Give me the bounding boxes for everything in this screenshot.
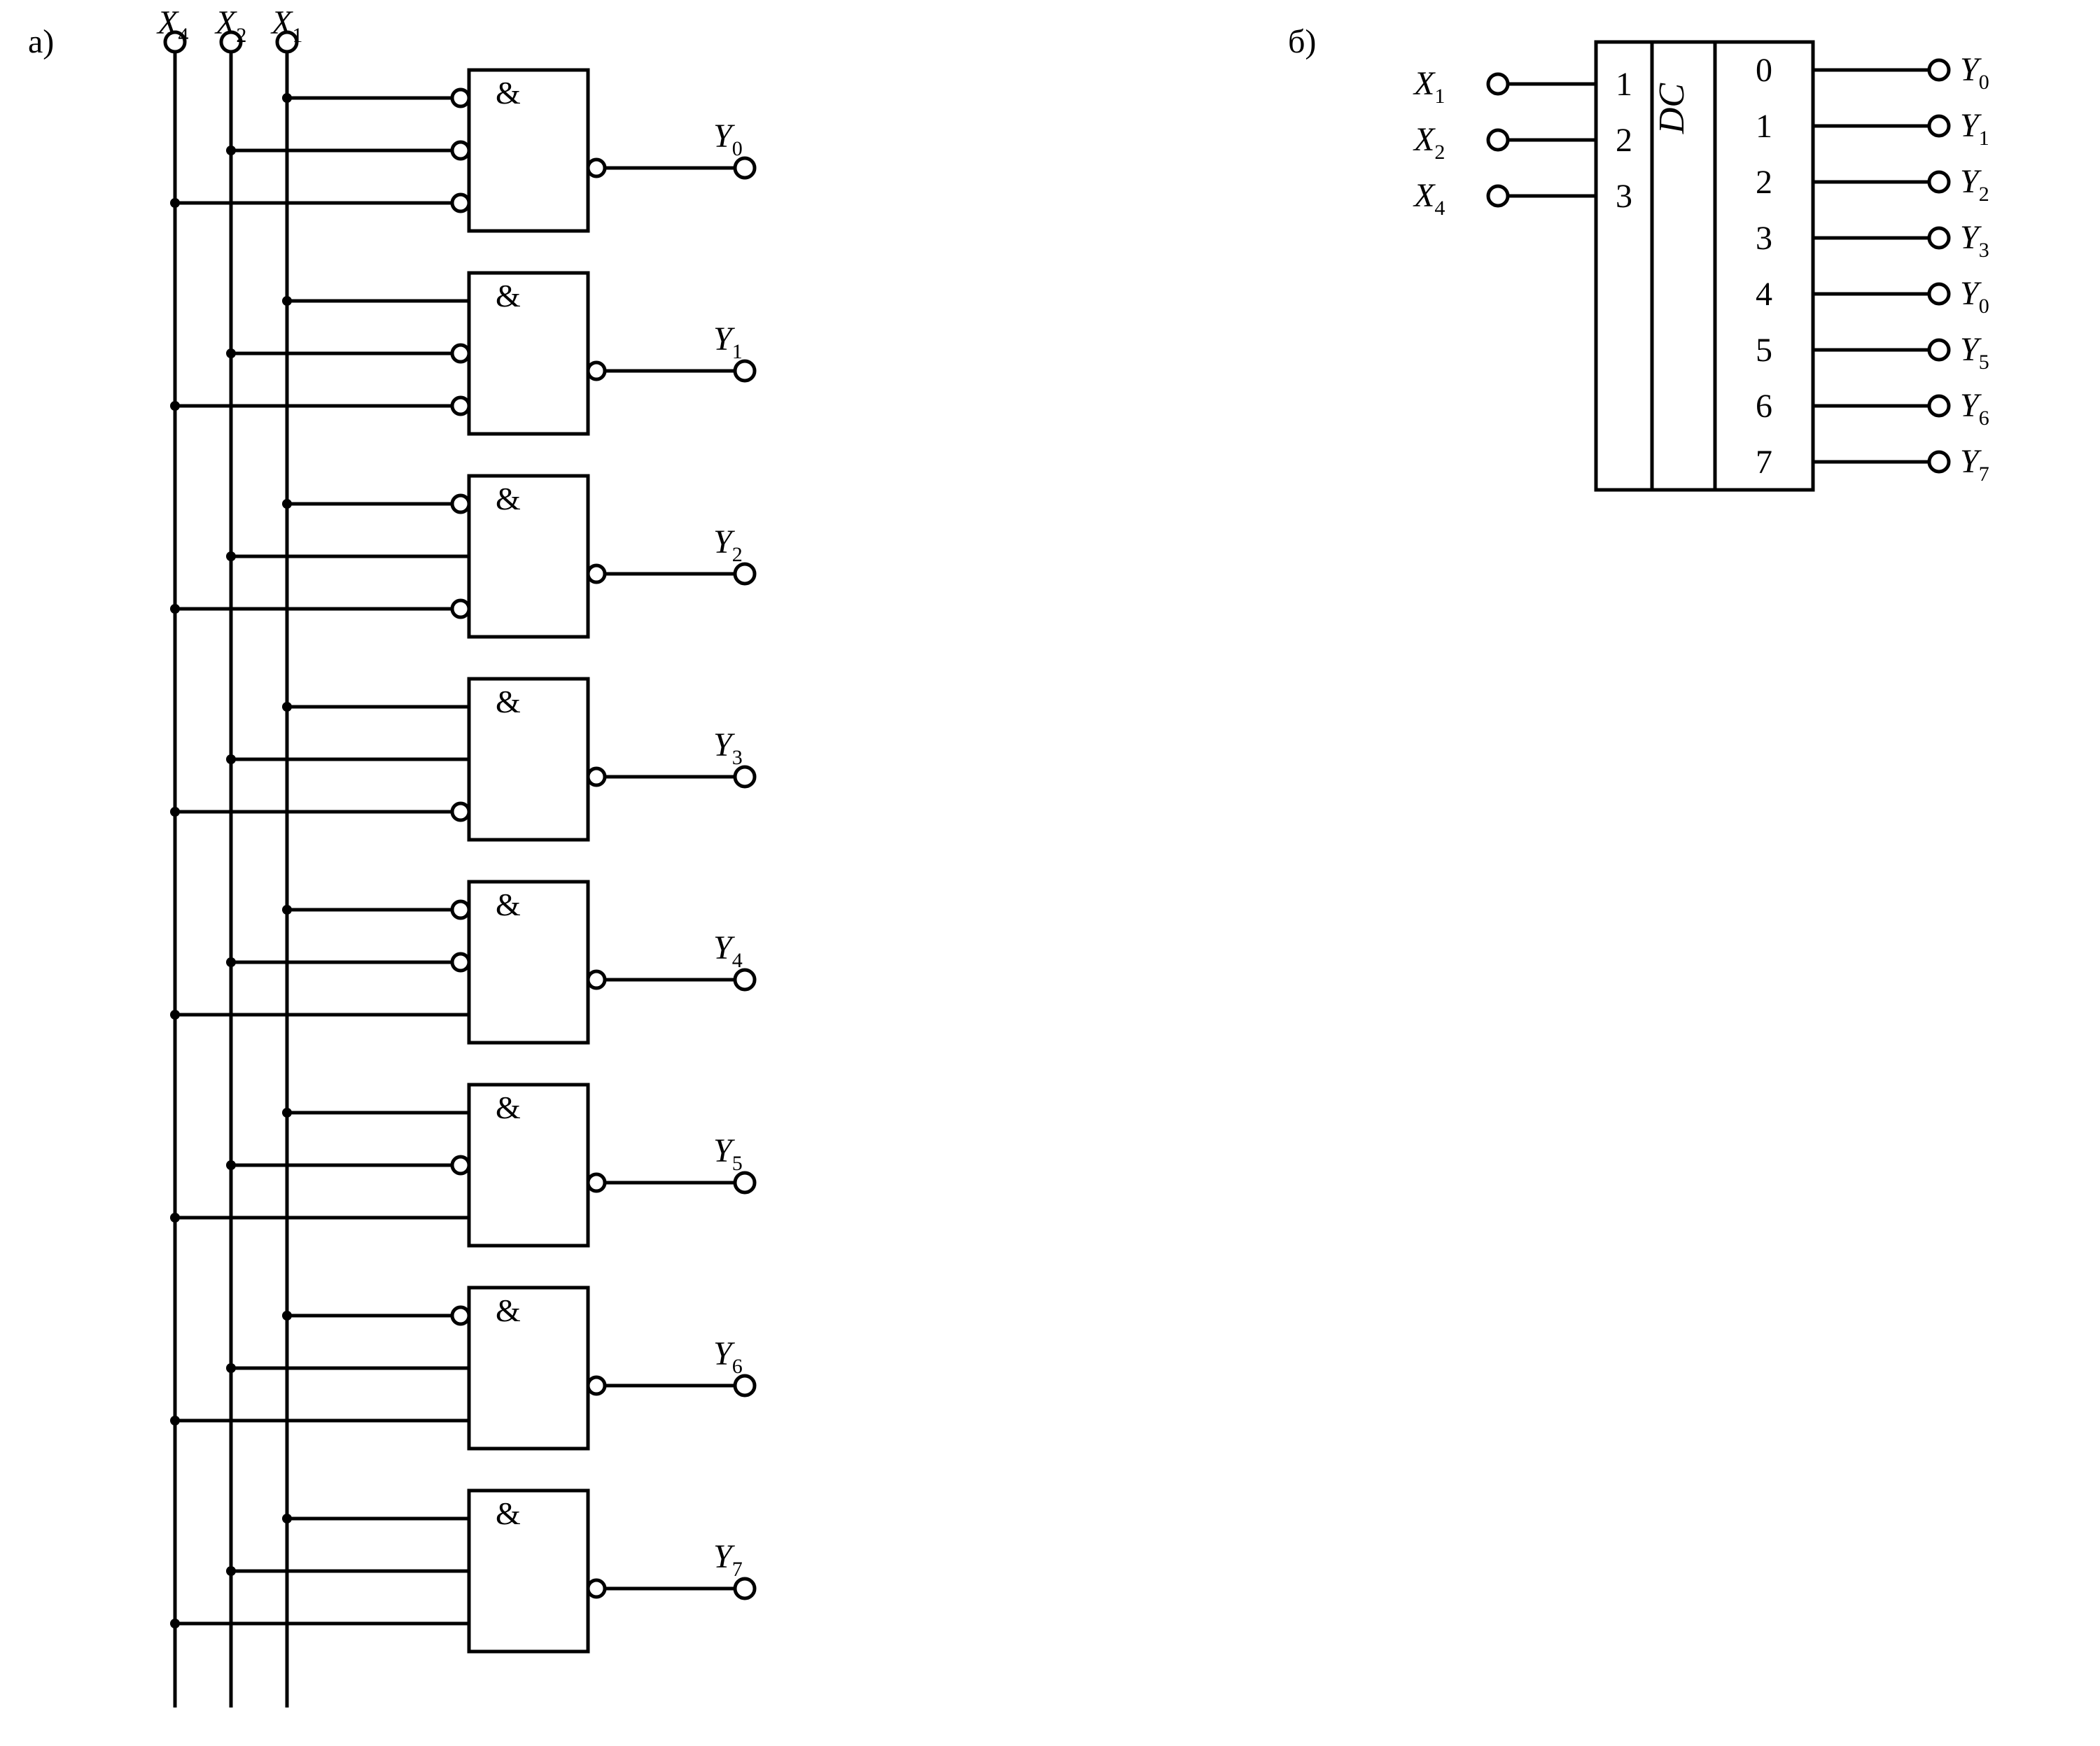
output-label: Y0 xyxy=(1960,51,1989,94)
gate-symbol: & xyxy=(496,278,521,314)
and-gate: & Y4 xyxy=(170,882,755,1043)
bus-label: X4 xyxy=(156,4,188,47)
part-b-label: б) xyxy=(1288,23,1316,60)
output-pin-number: 3 xyxy=(1756,220,1772,257)
output-label: Y1 xyxy=(1960,107,1989,150)
input-label: X4 xyxy=(1413,177,1445,220)
output-terminal xyxy=(1929,116,1949,136)
inversion-bubble xyxy=(588,1174,605,1191)
dc-label: DC xyxy=(1652,83,1692,135)
output-label: Y1 xyxy=(713,321,743,363)
and-gate: & Y1 xyxy=(170,273,755,434)
output-pin-number: 2 xyxy=(1756,164,1772,201)
inversion-bubble xyxy=(452,803,469,820)
output-label: Y2 xyxy=(713,523,743,566)
input-label: X2 xyxy=(1413,121,1445,164)
inversion-bubble xyxy=(588,768,605,785)
input-pin-number: 1 xyxy=(1616,66,1632,103)
inversion-bubble xyxy=(452,1157,469,1174)
and-gate: & Y7 xyxy=(170,1491,755,1652)
inversion-bubble xyxy=(452,142,469,159)
inversion-bubble xyxy=(588,160,605,176)
inversion-bubble xyxy=(588,1377,605,1394)
and-gate: & Y3 xyxy=(170,679,755,840)
output-terminal xyxy=(735,564,755,584)
output-label: Y2 xyxy=(1960,163,1989,206)
output-terminal xyxy=(735,361,755,381)
part-a-label: а) xyxy=(28,23,54,60)
output-terminal xyxy=(1929,60,1949,80)
gate-symbol: & xyxy=(496,481,521,516)
output-terminal xyxy=(1929,396,1949,416)
inversion-bubble xyxy=(588,362,605,379)
output-terminal xyxy=(735,158,755,178)
input-pin-number: 3 xyxy=(1616,178,1632,215)
output-pin-number: 1 xyxy=(1756,108,1772,145)
inversion-bubble xyxy=(588,565,605,582)
inversion-bubble xyxy=(588,971,605,988)
output-terminal xyxy=(735,1376,755,1395)
inversion-bubble xyxy=(452,195,469,211)
output-terminal xyxy=(1929,340,1949,360)
bus-label: X1 xyxy=(270,4,302,47)
gate-symbol: & xyxy=(496,1293,521,1328)
gate-symbol: & xyxy=(496,684,521,719)
inversion-bubble xyxy=(452,600,469,617)
output-pin-number: 4 xyxy=(1756,276,1772,313)
output-label: Y3 xyxy=(1960,219,1989,262)
inversion-bubble xyxy=(452,901,469,918)
output-terminal xyxy=(1929,452,1949,472)
output-terminal xyxy=(735,970,755,990)
output-pin-number: 0 xyxy=(1756,52,1772,89)
inversion-bubble xyxy=(452,397,469,414)
input-label: X1 xyxy=(1413,65,1445,108)
output-terminal xyxy=(1929,172,1949,192)
output-label: Y7 xyxy=(713,1538,743,1581)
output-pin-number: 6 xyxy=(1756,388,1772,425)
gate-symbol: & xyxy=(496,887,521,922)
part-a: а) X4 X2 X1 & Y0 & Y1 & Y2 & Y3 & Y4 & Y5 & Y6 & Y7 xyxy=(28,4,755,1708)
inversion-bubble xyxy=(452,90,469,106)
and-gate: & Y0 xyxy=(170,70,755,231)
output-label: Y0 xyxy=(713,118,743,160)
inversion-bubble xyxy=(452,954,469,971)
decoder-diagram: а) X4 X2 X1 & Y0 & Y1 & Y2 & Y3 & Y4 & Y5 & Y6 & Y7 б) DC X1 1 X… xyxy=(0,0,2100,1746)
output-pin-number: 7 xyxy=(1756,444,1772,481)
output-label: Y7 xyxy=(1960,443,1989,486)
output-terminal xyxy=(1929,284,1949,304)
gate-symbol: & xyxy=(496,75,521,111)
bus-label: X2 xyxy=(214,4,246,47)
decoder-block xyxy=(1596,42,1813,490)
inversion-bubble xyxy=(588,1580,605,1597)
gate-symbol: & xyxy=(496,1090,521,1125)
output-label: Y6 xyxy=(713,1335,743,1378)
output-terminal xyxy=(1929,228,1949,248)
output-label: Y5 xyxy=(1960,331,1989,374)
input-terminal xyxy=(1488,74,1508,94)
gate-symbol: & xyxy=(496,1495,521,1531)
and-gate: & Y5 xyxy=(170,1085,755,1246)
output-label: Y4 xyxy=(713,929,743,972)
output-label: Y0 xyxy=(1960,275,1989,318)
inversion-bubble xyxy=(452,495,469,512)
inversion-bubble xyxy=(452,1307,469,1324)
output-label: Y5 xyxy=(713,1132,743,1175)
input-pin-number: 2 xyxy=(1616,122,1632,159)
inversion-bubble xyxy=(452,345,469,362)
output-label: Y3 xyxy=(713,726,743,769)
input-terminal xyxy=(1488,130,1508,150)
and-gate: & Y6 xyxy=(170,1288,755,1449)
input-terminal xyxy=(1488,186,1508,206)
output-terminal xyxy=(735,1173,755,1192)
and-gate: & Y2 xyxy=(170,476,755,637)
output-label: Y6 xyxy=(1960,387,1989,430)
output-pin-number: 5 xyxy=(1756,332,1772,369)
part-b: б) DC X1 1 X2 2 X4 3 0 Y0 1 Y1 2 Y2 3 Y3 4 Y0 5 Y5 6 Y6 7 Y7 xyxy=(1288,23,1989,490)
output-terminal xyxy=(735,1579,755,1598)
output-terminal xyxy=(735,767,755,787)
